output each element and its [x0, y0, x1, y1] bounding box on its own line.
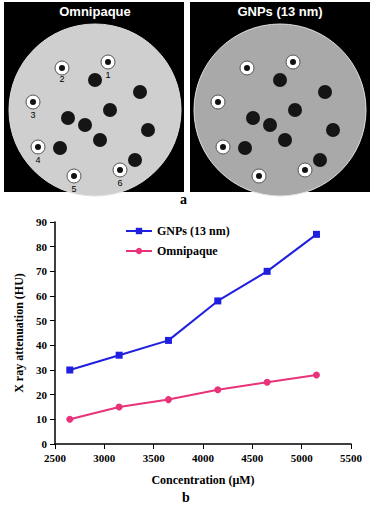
svg-text:10: 10 — [36, 413, 48, 425]
svg-text:Concentration (µM): Concentration (µM) — [151, 473, 254, 487]
html-text:a: a — [180, 192, 187, 207]
svg-text:5500: 5500 — [340, 452, 363, 464]
svg-text:3500: 3500 — [143, 452, 166, 464]
svg-text:90: 90 — [36, 216, 48, 228]
svg-text:GNPs (13 nm): GNPs (13 nm) — [157, 224, 230, 238]
svg-text:3000: 3000 — [93, 452, 116, 464]
svg-text:80: 80 — [36, 241, 48, 253]
svg-text:2: 2 — [59, 74, 64, 84]
svg-text:GNPs (13 nm): GNPs (13 nm) — [237, 4, 322, 19]
html-text:b: b — [182, 490, 190, 505]
svg-text:5: 5 — [71, 184, 76, 194]
svg-text:30: 30 — [36, 364, 48, 376]
svg-text:4: 4 — [35, 155, 40, 165]
svg-text:2500: 2500 — [44, 452, 67, 464]
svg-text:4500: 4500 — [241, 452, 264, 464]
svg-text:Omnipaque: Omnipaque — [59, 4, 131, 19]
svg-text:6: 6 — [117, 178, 122, 188]
svg-text:5000: 5000 — [291, 452, 314, 464]
svg-text:0: 0 — [42, 438, 48, 450]
svg-text:3: 3 — [30, 110, 35, 120]
svg-text:X ray attenuation (HU): X ray attenuation (HU) — [12, 273, 26, 393]
svg-text:20: 20 — [36, 389, 48, 401]
svg-text:1: 1 — [105, 70, 110, 80]
svg-text:4000: 4000 — [192, 452, 215, 464]
svg-text:Omnipaque: Omnipaque — [157, 244, 218, 258]
svg-text:60: 60 — [36, 290, 48, 302]
svg-text:70: 70 — [36, 265, 48, 277]
svg-text:50: 50 — [36, 315, 48, 327]
svg-text:40: 40 — [36, 339, 48, 351]
